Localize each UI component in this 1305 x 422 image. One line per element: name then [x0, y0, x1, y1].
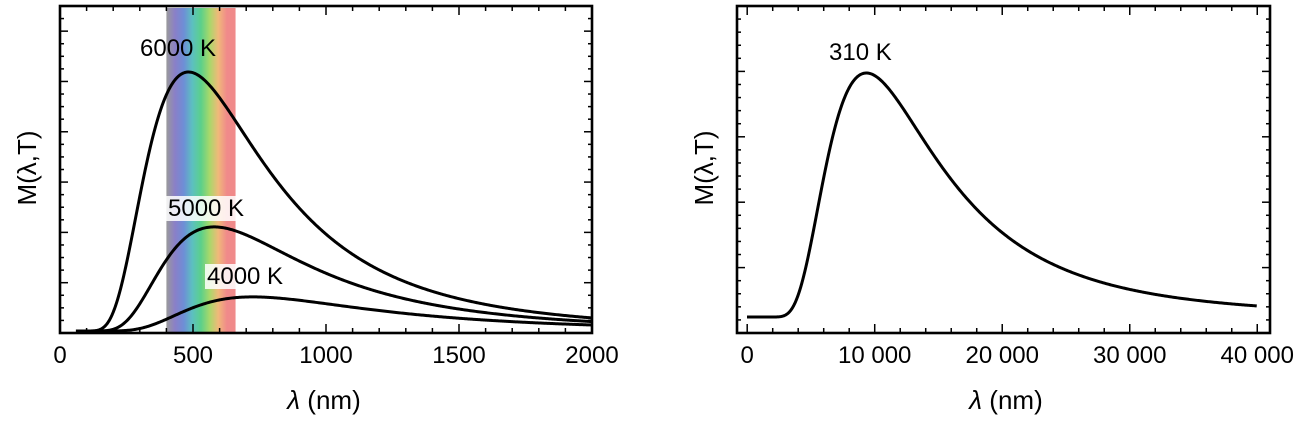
left-curves: [75, 70, 593, 333]
x-tick-label: 30 000: [1093, 342, 1166, 369]
x-tick-label: 20 000: [966, 342, 1039, 369]
curve-310k: [747, 71, 1258, 319]
left-chart: 0 500 1000 1500 2000 6000 K 5000 K 4000 K λ …: [12, 4, 619, 415]
right-y-axis-label: M(λ,T): [689, 130, 719, 205]
x-tick-label: 10 000: [838, 342, 911, 369]
label-6000k: 6000 K: [140, 35, 216, 62]
right-x-axis-label: λ (nm): [967, 385, 1042, 415]
x-tick-label: 40 000: [1221, 342, 1294, 369]
label-310k: 310 K: [829, 39, 892, 66]
curve-4000k: [75, 295, 593, 333]
right-plot-frame: [735, 4, 1272, 335]
label-4000k: 4000 K: [207, 263, 283, 290]
left-x-tick-labels: 0 500 1000 1500 2000: [53, 342, 618, 369]
x-tick-label: 1500: [432, 342, 485, 369]
right-x-tick-labels: 0 10 000 20 000 30 000 40 000: [741, 342, 1294, 369]
left-x-axis-label: λ (nm): [285, 385, 360, 415]
left-ticks: [59, 5, 593, 334]
x-tick-label: 1000: [299, 342, 352, 369]
x-tick-label: 2000: [565, 342, 618, 369]
left-y-axis-label: M(λ,T): [12, 130, 42, 205]
label-5000k: 5000 K: [168, 195, 244, 222]
curve-5000k: [75, 225, 593, 333]
x-tick-label: 500: [173, 342, 213, 369]
right-chart: 0 10 000 20 000 30 000 40 000 310 K λ (nm) M…: [689, 4, 1294, 415]
label-bg-5000: [166, 196, 247, 221]
right-curves: [747, 71, 1258, 319]
curve-6000k: [75, 70, 593, 333]
x-tick-label: 0: [53, 342, 66, 369]
label-bg-4000: [205, 264, 286, 289]
x-tick-label: 0: [741, 342, 754, 369]
right-ticks: [737, 5, 1270, 334]
